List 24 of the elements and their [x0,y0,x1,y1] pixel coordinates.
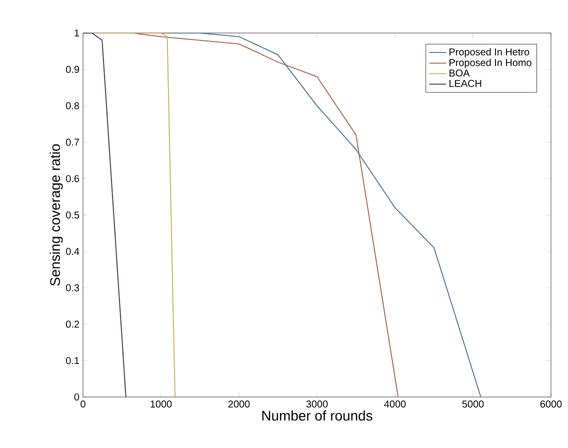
y-tick-label: 1 [74,30,80,36]
legend-label: BOA [450,70,470,77]
legend-label: LEACH [450,80,482,87]
x-axis-title: Number of rounds [262,410,372,421]
x-tick-label: 1000 [150,400,172,408]
x-tick-label: 3000 [306,400,328,408]
x-tick-label: 2000 [228,400,250,408]
x-tick-label: 5000 [462,400,484,408]
x-tick-label: 6000 [540,400,562,408]
y-tick-label: 0.9 [66,66,80,73]
y-axis-title: Sensing coverage ratio [50,144,63,286]
legend-label: Proposed In Homo [450,58,532,68]
y-tick-label: 0.6 [66,175,80,182]
y-tick-label: 0.7 [66,138,79,146]
y-tick-label: 0.8 [66,102,80,110]
y-tick-label: 0.4 [66,248,80,255]
x-tick-label: 0 [80,400,86,408]
y-tick-label: 0 [74,393,80,401]
y-tick-label: 0.5 [66,211,80,219]
y-tick-label: 0.2 [66,320,79,328]
legend-label: Proposed In Hetro [450,48,530,58]
y-tick-label: 0.3 [66,284,80,292]
x-tick-label: 4000 [384,400,406,408]
y-tick-label: 0.1 [66,357,80,364]
